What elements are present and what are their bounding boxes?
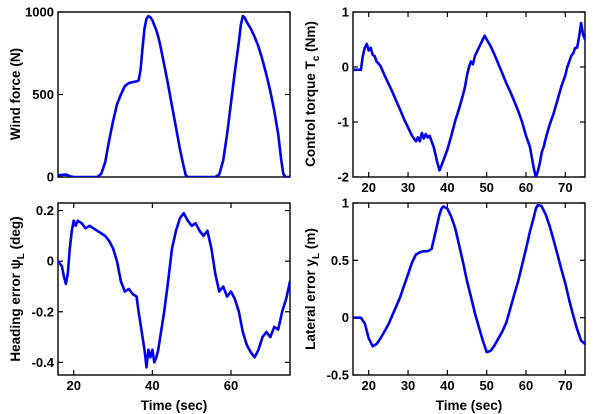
ytick-label-lateral-error-1: 0	[342, 310, 349, 325]
ytick-label-heading-error-2: 0	[47, 254, 54, 269]
ylabel-control-torque: Control torque Tc (Nm)	[303, 21, 322, 167]
ytick-label-lateral-error-0: -0.5	[327, 368, 349, 383]
ylabel-heading-error: Heading error ψL (deg)	[8, 216, 27, 361]
ylabel-control-torque-main: Control torque T	[303, 60, 318, 166]
ylabel-heading-error-sub: L	[16, 253, 27, 259]
xtick-label-lateral-error-1: 30	[401, 378, 415, 393]
xtick-label-heading-error-2: 60	[224, 378, 238, 393]
panel-wind-force: 0 500 1000 Wind force (N)	[8, 5, 291, 185]
marks-heading-error: -0.4 -0.2 0 0.2 20 40 60	[32, 203, 290, 393]
xtick-label-control-torque-0: 20	[361, 180, 375, 195]
series-line-control-torque-0	[353, 21, 585, 177]
ytick-label-wind-force-2: 1000	[25, 5, 54, 20]
panel-control-torque: -2 -1 0 1 20 30 40 50 60 70 Control torque Tc (Nm…	[303, 5, 586, 195]
ytick-label-lateral-error-2: 0.5	[331, 253, 349, 268]
xlabel-right: Time (sec)	[436, 398, 503, 413]
xtick-label-lateral-error-4: 60	[519, 378, 533, 393]
xtick-label-control-torque-4: 60	[519, 180, 533, 195]
ytick-label-heading-error-3: 0.2	[36, 203, 54, 218]
ytick-label-wind-force-1: 500	[32, 87, 54, 102]
series-line-wind-force-0	[58, 14, 290, 177]
ylabel-lateral-error-sub: L	[311, 253, 322, 259]
ylabel-lateral-error: Lateral error yL (m)	[303, 228, 322, 350]
axes-frame-wind-force	[57, 11, 291, 178]
ytick-label-control-torque-0: -2	[337, 170, 349, 185]
xtick-label-control-torque-1: 30	[401, 180, 415, 195]
axes-frame-control-torque	[352, 11, 586, 178]
xtick-label-lateral-error-5: 70	[558, 378, 572, 393]
panel-lateral-error: -0.5 0 0.5 1 20 30 40 50 60 70 Lateral error yL (…	[303, 196, 586, 413]
ylabel-heading-error-unit: (deg)	[8, 216, 23, 253]
ytick-label-control-torque-2: 0	[342, 60, 349, 75]
panel-heading-error: -0.4 -0.2 0 0.2 20 40 60 Heading error ψL (deg…	[8, 202, 291, 413]
ylabel-lateral-error-unit: (m)	[303, 228, 318, 253]
ylabel-control-torque-sub: c	[311, 55, 322, 61]
series-line-heading-error-0	[58, 211, 290, 369]
xtick-label-control-torque-3: 50	[479, 180, 493, 195]
xtick-label-control-torque-2: 40	[440, 180, 454, 195]
ytick-label-lateral-error-3: 1	[342, 196, 349, 211]
xtick-label-heading-error-0: 20	[66, 378, 80, 393]
marks-lateral-error: -0.5 0 0.5 1 20 30 40 50 60 70	[327, 196, 585, 393]
xtick-label-control-torque-5: 70	[558, 180, 572, 195]
xtick-label-lateral-error-2: 40	[440, 378, 454, 393]
xtick-label-lateral-error-0: 20	[361, 378, 375, 393]
ylabel-wind-force: Wind force (N)	[8, 48, 23, 140]
ytick-label-heading-error-0: -0.4	[32, 355, 55, 370]
xtick-label-lateral-error-3: 50	[479, 378, 493, 393]
ylabel-control-torque-unit: (Nm)	[303, 21, 318, 56]
ylabel-lateral-error-main: Lateral error y	[303, 259, 318, 350]
series-line-lateral-error-0	[353, 204, 585, 354]
ylabel-heading-error-main: Heading error ψ	[8, 259, 23, 361]
ytick-label-control-torque-1: -1	[337, 115, 349, 130]
xlabel-left: Time (sec)	[141, 398, 208, 413]
ytick-label-heading-error-1: -0.2	[32, 304, 54, 319]
marks-wind-force: 0 500 1000	[25, 5, 290, 185]
ytick-label-control-torque-3: 1	[342, 5, 349, 20]
ytick-label-wind-force-0: 0	[47, 170, 54, 185]
xtick-label-heading-error-1: 40	[145, 378, 159, 393]
marks-control-torque: -2 -1 0 1 20 30 40 50 60 70	[337, 5, 585, 195]
